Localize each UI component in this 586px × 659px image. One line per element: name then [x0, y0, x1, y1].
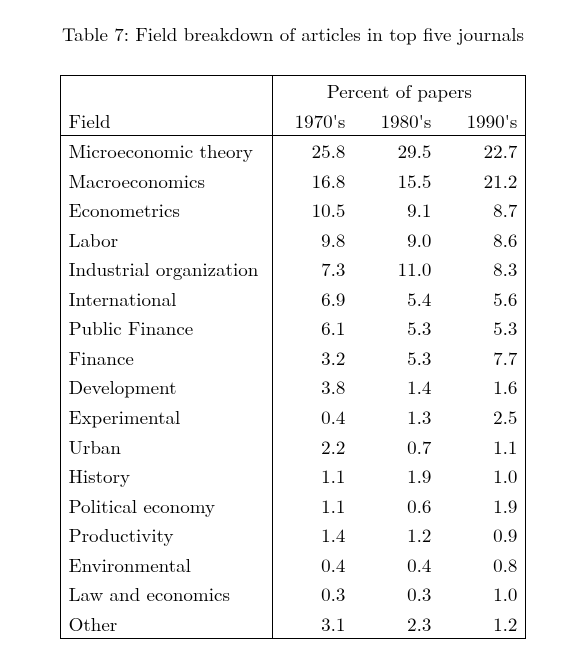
- cell-1980s: 1.2: [359, 520, 445, 550]
- table-row: Econometrics10.59.18.7: [60, 195, 526, 225]
- cell-field: Development: [60, 372, 273, 402]
- cell-1990s: 1.9: [445, 491, 526, 521]
- cell-1970s: 16.8: [273, 166, 360, 196]
- cell-field: Public Finance: [60, 313, 273, 343]
- table-row: Environmental0.40.40.8: [60, 550, 526, 580]
- cell-1990s: 7.7: [445, 343, 526, 373]
- table-row: Public Finance6.15.35.3: [60, 313, 526, 343]
- table-row: Law and economics0.30.31.0: [60, 579, 526, 609]
- cell-field: Labor: [60, 225, 273, 255]
- col-1980s: 1980's: [359, 106, 445, 136]
- cell-field: Other: [60, 609, 273, 639]
- cell-field: Industrial organization: [60, 254, 273, 284]
- cell-field: International: [60, 284, 273, 314]
- table-row: International6.95.45.6: [60, 284, 526, 314]
- cell-field: Econometrics: [60, 195, 273, 225]
- cell-1970s: 7.3: [273, 254, 360, 284]
- header-row-2: Field 1970's 1980's 1990's: [60, 106, 526, 136]
- cell-1970s: 2.2: [273, 432, 360, 462]
- cell-1970s: 0.4: [273, 402, 360, 432]
- cell-1980s: 1.3: [359, 402, 445, 432]
- table-row: Urban2.20.71.1: [60, 432, 526, 462]
- cell-1980s: 9.0: [359, 225, 445, 255]
- table-caption: Table 7: Field breakdown of articles in …: [22, 20, 564, 47]
- cell-1990s: 21.2: [445, 166, 526, 196]
- cell-field: Productivity: [60, 520, 273, 550]
- table-row: Development3.81.41.6: [60, 372, 526, 402]
- col-1970s: 1970's: [273, 106, 360, 136]
- cell-1970s: 9.8: [273, 225, 360, 255]
- cell-1980s: 2.3: [359, 609, 445, 639]
- table-row: Political economy1.10.61.9: [60, 491, 526, 521]
- cell-1970s: 1.4: [273, 520, 360, 550]
- cell-1990s: 5.6: [445, 284, 526, 314]
- cell-1990s: 5.3: [445, 313, 526, 343]
- cell-1970s: 25.8: [273, 136, 360, 166]
- cell-1970s: 6.1: [273, 313, 360, 343]
- cell-1980s: 0.4: [359, 550, 445, 580]
- cell-1980s: 11.0: [359, 254, 445, 284]
- table-row: Labor9.89.08.6: [60, 225, 526, 255]
- cell-field: Finance: [60, 343, 273, 373]
- table-row: Other3.12.31.2: [60, 609, 526, 639]
- cell-1980s: 0.7: [359, 432, 445, 462]
- cell-1970s: 0.3: [273, 579, 360, 609]
- col-1990s: 1990's: [445, 106, 526, 136]
- header-group: Percent of papers: [273, 76, 526, 106]
- cell-1970s: 3.8: [273, 372, 360, 402]
- cell-1990s: 1.0: [445, 461, 526, 491]
- cell-1970s: 1.1: [273, 461, 360, 491]
- cell-1990s: 1.6: [445, 372, 526, 402]
- table-row: Productivity1.41.20.9: [60, 520, 526, 550]
- cell-field: Urban: [60, 432, 273, 462]
- cell-1980s: 15.5: [359, 166, 445, 196]
- cell-1980s: 9.1: [359, 195, 445, 225]
- cell-1980s: 5.4: [359, 284, 445, 314]
- cell-field: Environmental: [60, 550, 273, 580]
- table-row: Finance3.25.37.7: [60, 343, 526, 373]
- cell-1980s: 29.5: [359, 136, 445, 166]
- cell-1970s: 6.9: [273, 284, 360, 314]
- cell-1990s: 22.7: [445, 136, 526, 166]
- header-blank: [60, 76, 273, 106]
- cell-1970s: 3.2: [273, 343, 360, 373]
- cell-1990s: 0.9: [445, 520, 526, 550]
- cell-1980s: 0.6: [359, 491, 445, 521]
- col-field: Field: [60, 106, 273, 136]
- cell-1990s: 2.5: [445, 402, 526, 432]
- cell-1990s: 1.1: [445, 432, 526, 462]
- cell-field: Microeconomic theory: [60, 136, 273, 166]
- cell-1990s: 0.8: [445, 550, 526, 580]
- table-row: Experimental0.41.32.5: [60, 402, 526, 432]
- cell-1980s: 5.3: [359, 343, 445, 373]
- cell-1990s: 8.3: [445, 254, 526, 284]
- table-row: History1.11.91.0: [60, 461, 526, 491]
- table-row: Macroeconomics16.815.521.2: [60, 166, 526, 196]
- table-row: Microeconomic theory25.829.522.7: [60, 136, 526, 166]
- cell-field: Law and economics: [60, 579, 273, 609]
- cell-1980s: 1.4: [359, 372, 445, 402]
- cell-1980s: 5.3: [359, 313, 445, 343]
- data-table: Percent of papers Field 1970's 1980's 19…: [60, 75, 527, 639]
- cell-1970s: 10.5: [273, 195, 360, 225]
- cell-field: Experimental: [60, 402, 273, 432]
- cell-1980s: 1.9: [359, 461, 445, 491]
- table-row: Industrial organization7.311.08.3: [60, 254, 526, 284]
- cell-field: Macroeconomics: [60, 166, 273, 196]
- cell-1990s: 8.7: [445, 195, 526, 225]
- cell-1990s: 8.6: [445, 225, 526, 255]
- cell-field: History: [60, 461, 273, 491]
- cell-1970s: 3.1: [273, 609, 360, 639]
- cell-1990s: 1.0: [445, 579, 526, 609]
- cell-1970s: 0.4: [273, 550, 360, 580]
- header-row-1: Percent of papers: [60, 76, 526, 106]
- cell-field: Political economy: [60, 491, 273, 521]
- cell-1990s: 1.2: [445, 609, 526, 639]
- cell-1980s: 0.3: [359, 579, 445, 609]
- cell-1970s: 1.1: [273, 491, 360, 521]
